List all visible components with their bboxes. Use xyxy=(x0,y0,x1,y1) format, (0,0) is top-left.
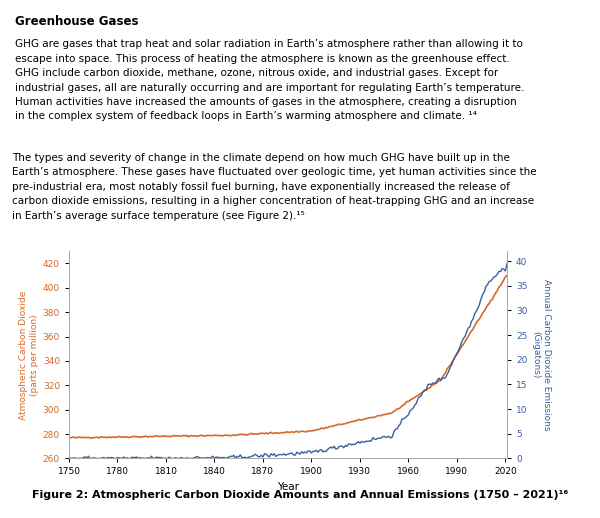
X-axis label: Year: Year xyxy=(277,482,299,492)
Text: The types and severity of change in the climate depend on how much GHG have buil: The types and severity of change in the … xyxy=(12,153,536,221)
Y-axis label: Atmospheric Carbon Dioxide
(parts per million): Atmospheric Carbon Dioxide (parts per mi… xyxy=(19,290,38,420)
Text: Figure 2: Atmospheric Carbon Dioxide Amounts and Annual Emissions (1750 – 2021)¹: Figure 2: Atmospheric Carbon Dioxide Amo… xyxy=(32,490,568,500)
Y-axis label: Annual Carbon Dioxide Emissions
(Gigatons): Annual Carbon Dioxide Emissions (Gigaton… xyxy=(532,279,551,430)
Text: GHG are gases that trap heat and solar radiation in Earth’s atmosphere rather th: GHG are gases that trap heat and solar r… xyxy=(15,39,524,121)
Text: Greenhouse Gases: Greenhouse Gases xyxy=(15,15,139,28)
